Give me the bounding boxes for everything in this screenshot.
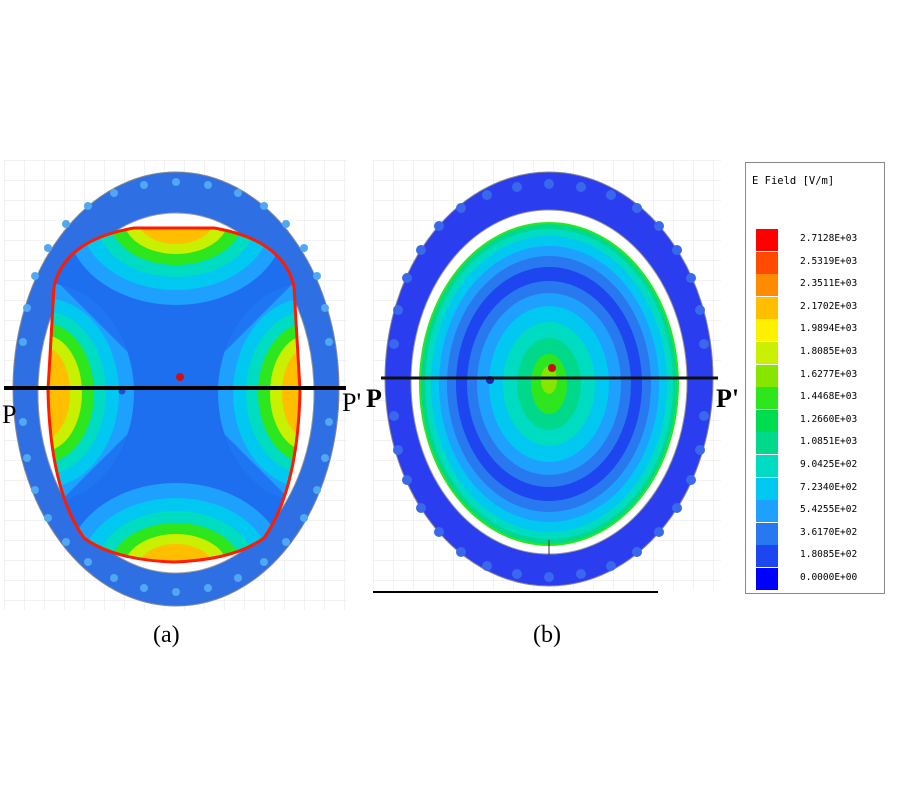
legend-label: 0.0000E+00 [800,572,858,583]
legend-label: 1.9894E+03 [800,323,858,335]
legend-swatch [756,545,778,568]
legend-label: 1.8085E+03 [800,346,858,357]
cavity-edge [46,226,302,564]
legend-swatch [756,500,778,523]
color-legend: E Field [V/m] 2.7128E+03 2.5319E+03 2.3511… [745,162,885,594]
label-p-prime-b: P' [716,384,740,413]
field-plot-a-graphic [4,160,346,610]
caption-b: (b) [533,622,561,648]
ring-holes [389,179,709,582]
legend-swatch [756,229,778,251]
caption-a: (a) [153,622,180,648]
legend-swatch [756,387,778,410]
legend-label: 7.2340E+02 [800,481,858,493]
label-p-b: P [366,384,382,413]
legend-label: 1.6277E+03 [800,368,858,380]
legend-label: 1.4468E+03 [800,391,858,403]
legend-swatch [756,409,778,432]
field-plot-a [4,160,346,610]
legend-label: 1.2660E+03 [800,413,858,425]
legend-label: 2.1702E+03 [800,300,858,312]
legend-label: 3.6170E+02 [800,526,858,538]
legend-swatch [756,568,778,590]
legend-swatch [756,455,778,477]
legend-label: 2.5319E+03 [800,255,858,267]
field-distribution-b [419,222,679,546]
legend-swatch [756,274,778,297]
field-distribution-a [48,228,300,562]
legend-swatch [756,251,778,274]
legend-swatch [756,296,778,319]
legend-swatch [756,319,778,342]
legend-title: E Field [V/m] [752,175,835,187]
legend-label: 1.0851E+03 [800,436,858,448]
legend-label: 1.8085E+02 [800,549,858,561]
field-plot-b [373,160,721,610]
legend-label: 2.7128E+03 [800,233,858,244]
legend-swatch [756,477,778,500]
legend-label: 5.4255E+02 [800,504,858,516]
legend-label: 2.3511E+03 [800,278,858,290]
legend-swatch [756,432,778,455]
legend-swatch [756,522,778,545]
legend-swatch [756,342,778,364]
marker-red [548,364,556,372]
marker-red [176,373,184,381]
label-p-a: P [2,400,17,429]
legend-swatch [756,364,778,387]
field-plot-b-graphic [373,160,721,593]
label-p-prime-a: P' [342,388,362,417]
ring-holes [19,178,333,596]
legend-color-bar: 2.7128E+03 2.5319E+03 2.3511E+03 2.1702E+03… [756,229,857,590]
legend-label: 9.0425E+02 [800,459,858,470]
